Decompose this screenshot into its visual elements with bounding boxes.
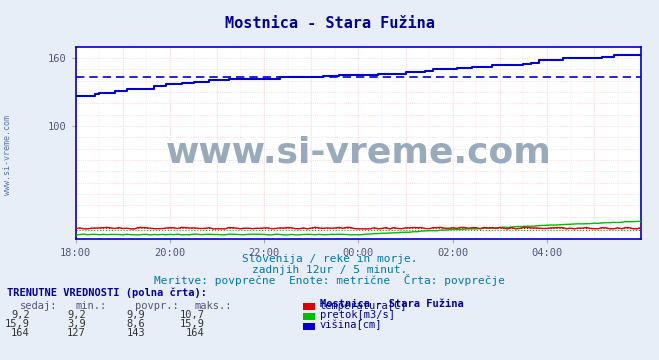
Text: 8,6: 8,6 bbox=[127, 319, 145, 329]
Text: Meritve: povprečne  Enote: metrične  Črta: povprečje: Meritve: povprečne Enote: metrične Črta:… bbox=[154, 274, 505, 286]
Text: Mostnica - Stara Fužina: Mostnica - Stara Fužina bbox=[320, 299, 463, 309]
Text: TRENUTNE VREDNOSTI (polna črta):: TRENUTNE VREDNOSTI (polna črta): bbox=[7, 288, 206, 298]
Text: povpr.:: povpr.: bbox=[135, 301, 179, 311]
Text: www.si-vreme.com: www.si-vreme.com bbox=[3, 115, 13, 195]
Text: 10,7: 10,7 bbox=[179, 310, 204, 320]
Text: 164: 164 bbox=[11, 328, 30, 338]
Text: višina[cm]: višina[cm] bbox=[320, 320, 382, 330]
Text: 15,9: 15,9 bbox=[5, 319, 30, 329]
Text: 9,9: 9,9 bbox=[127, 310, 145, 320]
Text: sedaj:: sedaj: bbox=[20, 301, 57, 311]
Text: www.si-vreme.com: www.si-vreme.com bbox=[165, 136, 552, 170]
Text: 127: 127 bbox=[67, 328, 86, 338]
Text: 9,2: 9,2 bbox=[67, 310, 86, 320]
Text: zadnjih 12ur / 5 minut.: zadnjih 12ur / 5 minut. bbox=[252, 265, 407, 275]
Text: maks.:: maks.: bbox=[194, 301, 232, 311]
Text: temperatura[C]: temperatura[C] bbox=[320, 301, 407, 311]
Text: 15,9: 15,9 bbox=[179, 319, 204, 329]
Text: 143: 143 bbox=[127, 328, 145, 338]
Text: Mostnica - Stara Fužina: Mostnica - Stara Fužina bbox=[225, 16, 434, 31]
Text: Slovenija / reke in morje.: Slovenija / reke in morje. bbox=[242, 254, 417, 264]
Text: 9,2: 9,2 bbox=[11, 310, 30, 320]
Text: pretok[m3/s]: pretok[m3/s] bbox=[320, 310, 395, 320]
Text: 3,9: 3,9 bbox=[67, 319, 86, 329]
Text: min.:: min.: bbox=[76, 301, 107, 311]
Text: 164: 164 bbox=[186, 328, 204, 338]
